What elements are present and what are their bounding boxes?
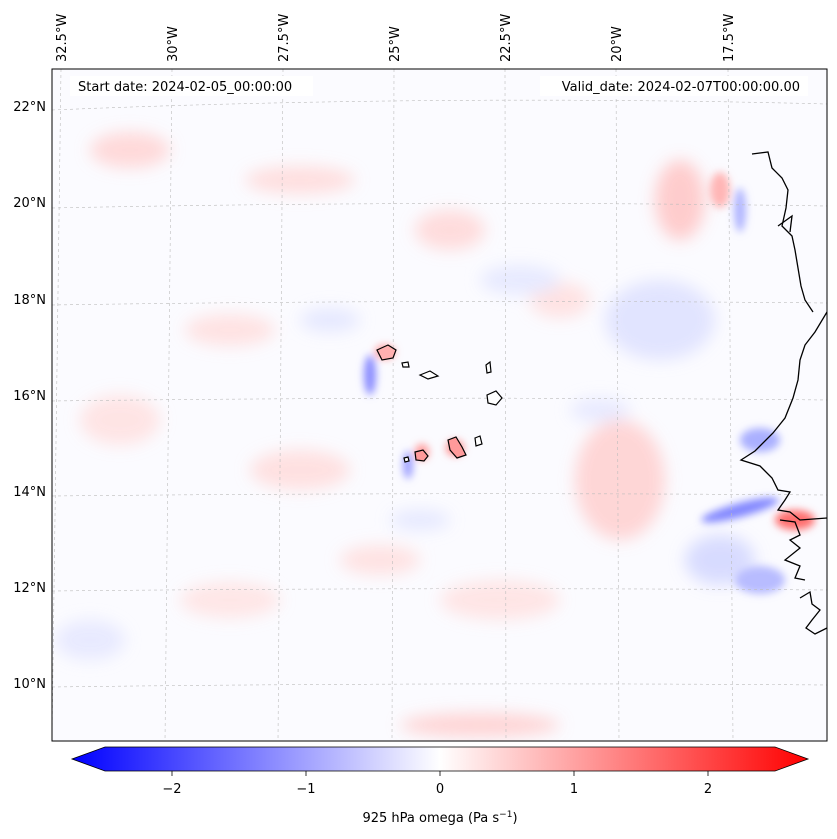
island-sao-nicolau [418,370,440,380]
colorbar-tick-label: 2 [704,782,712,797]
island-boa-vista [486,390,503,406]
lon-label-25w: 25°W [388,26,403,62]
colorbar-tick-label: −2 [162,782,181,797]
lat-label-10n: 10°N [13,677,46,692]
colorbar-tick-label: 1 [570,782,578,797]
island-santiago [447,436,467,459]
start-date-box [70,76,313,96]
island-brava [403,456,410,463]
lon-label-27-5w: 27.5°W [277,14,292,62]
colorbar-tick-label: 0 [436,782,444,797]
colorbar: −2 −1 0 1 2 925 hPa omega (Pa s−1) [70,746,810,826]
colorbar-tick-label: −1 [296,782,315,797]
lon-label-17-5w: 17.5°W [722,14,737,62]
lon-label-32-5w: 32.5°W [55,14,70,62]
map-frame [51,68,828,742]
valid-date-box [540,76,808,96]
coastline [739,151,827,635]
lat-label-14n: 14°N [13,485,46,500]
colorbar-bar [70,746,810,772]
island-fogo [414,449,429,462]
lon-label-20w: 20°W [610,26,625,62]
start-date-label: Start date: 2024-02-05_00:00:00 [78,80,292,95]
longitude-labels: 32.5°W 30°W 27.5°W 25°W 22.5°W 20°W 17.5… [55,14,737,62]
island-maio [474,435,483,447]
lat-label-16n: 16°N [13,389,46,404]
gridlines [52,69,827,741]
lon-label-22-5w: 22.5°W [499,14,514,62]
lon-label-30w: 30°W [166,26,181,62]
lat-label-22n: 22°N [13,100,46,115]
colorbar-ticks: −2 −1 0 1 2 [162,771,712,797]
lat-label-18n: 18°N [13,293,46,308]
west-african-coastline [739,311,827,521]
lat-label-20n: 20°N [13,196,46,211]
lat-label-12n: 12°N [13,581,46,596]
island-sao-vicente [401,361,410,368]
valid-date-label: Valid_date: 2024-02-07T00:00:00.00 [562,80,800,95]
colorbar-label: 925 hPa omega (Pa s−1) [362,810,517,826]
map-panel: Start date: 2024-02-05_00:00:00 Valid_da… [51,68,828,742]
island-sal [485,360,492,374]
latitude-labels: 22°N 20°N 18°N 16°N 14°N 12°N 10°N [13,100,46,692]
island-santo-antao [376,344,397,361]
omega-field [55,132,815,737]
cape-verde-islands [376,344,503,463]
